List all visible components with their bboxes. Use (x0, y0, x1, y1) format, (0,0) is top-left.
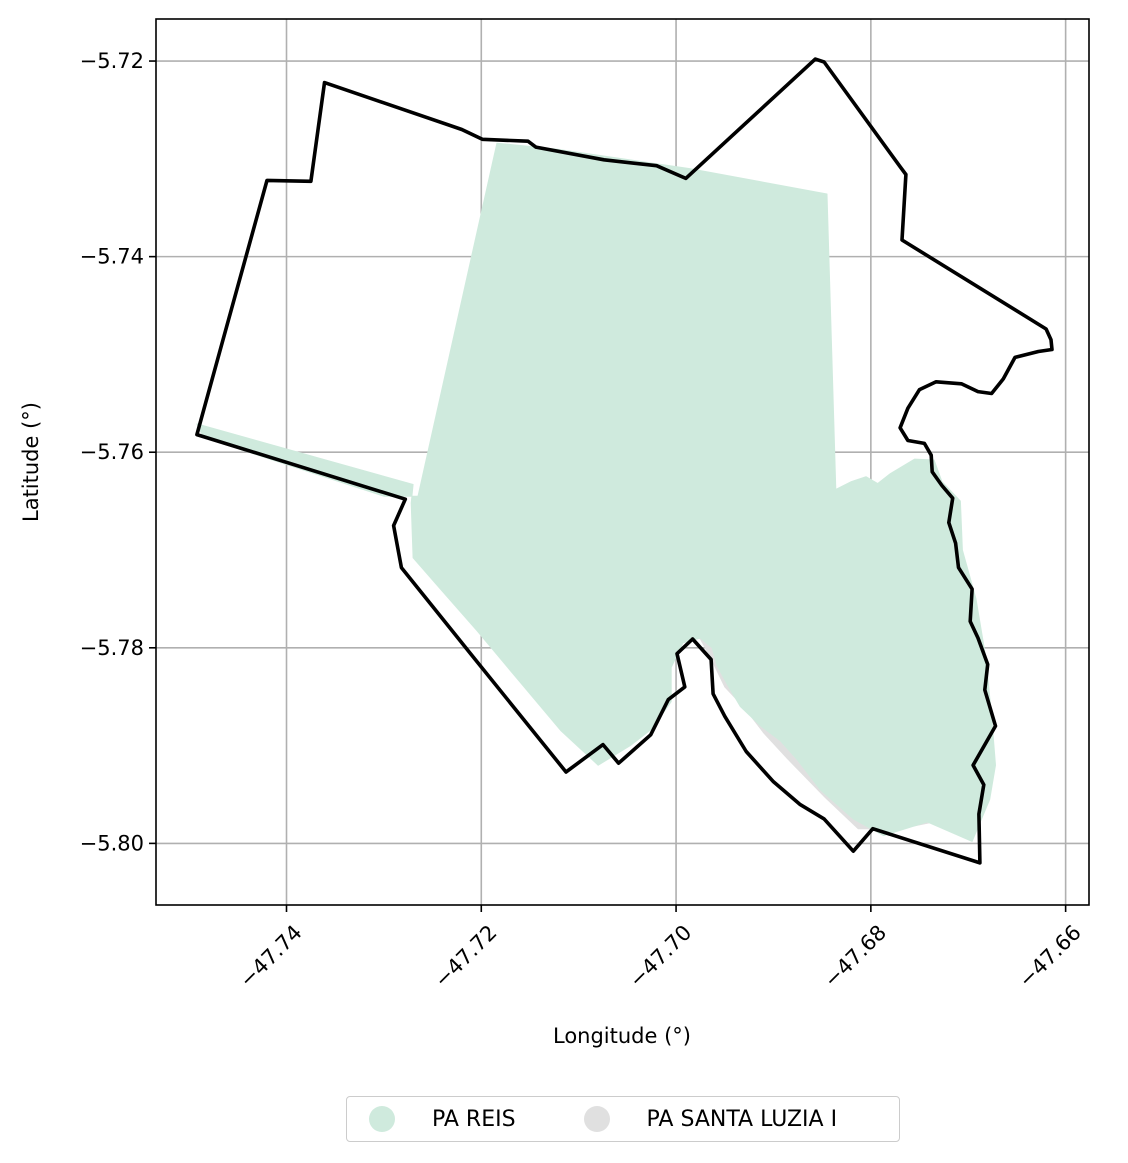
x-tick-label-0: −47.74 (235, 920, 307, 992)
y-tick-label-1: −5.74 (80, 245, 144, 269)
region-pa-reis (196, 142, 996, 842)
legend-label-pa-santa-luzia: PA SANTA LUZIA I (646, 1106, 838, 1132)
x-axis-label: Longitude (°) (553, 1024, 691, 1048)
boundary-outline (195, 57, 1054, 865)
x-tick-label-1: −47.72 (430, 920, 502, 992)
legend-swatch-pa-santa-luzia (583, 1106, 610, 1132)
y-tick-label-0: −5.72 (80, 49, 144, 73)
plot-frame (155, 18, 1090, 906)
legend-swatch-pa-reis (369, 1106, 395, 1132)
y-tick-label-3: −5.78 (80, 636, 144, 660)
legend-label-pa-reis: PA REIS (432, 1106, 516, 1132)
x-tick-label-4: −47.66 (1014, 920, 1086, 992)
x-tick-label-3: −47.68 (819, 920, 891, 992)
map-figure: −47.74 −47.72 −47.70 −47.68 −47.66 −5.72 −5.74… (19, 18, 1090, 1048)
y-axis-label: Latitude (°) (19, 402, 43, 522)
legend-item-pa-reis: PA REIS (369, 1106, 516, 1132)
legend-item-pa-santa-luzia: PA SANTA LUZIA I (583, 1106, 838, 1132)
map-layers (195, 57, 1054, 865)
y-tick-label-4: −5.80 (80, 831, 144, 855)
legend: PA REIS PA SANTA LUZIA I (346, 1096, 900, 1142)
y-tick-label-2: −5.76 (80, 440, 144, 464)
x-tick-label-2: −47.70 (624, 920, 696, 992)
